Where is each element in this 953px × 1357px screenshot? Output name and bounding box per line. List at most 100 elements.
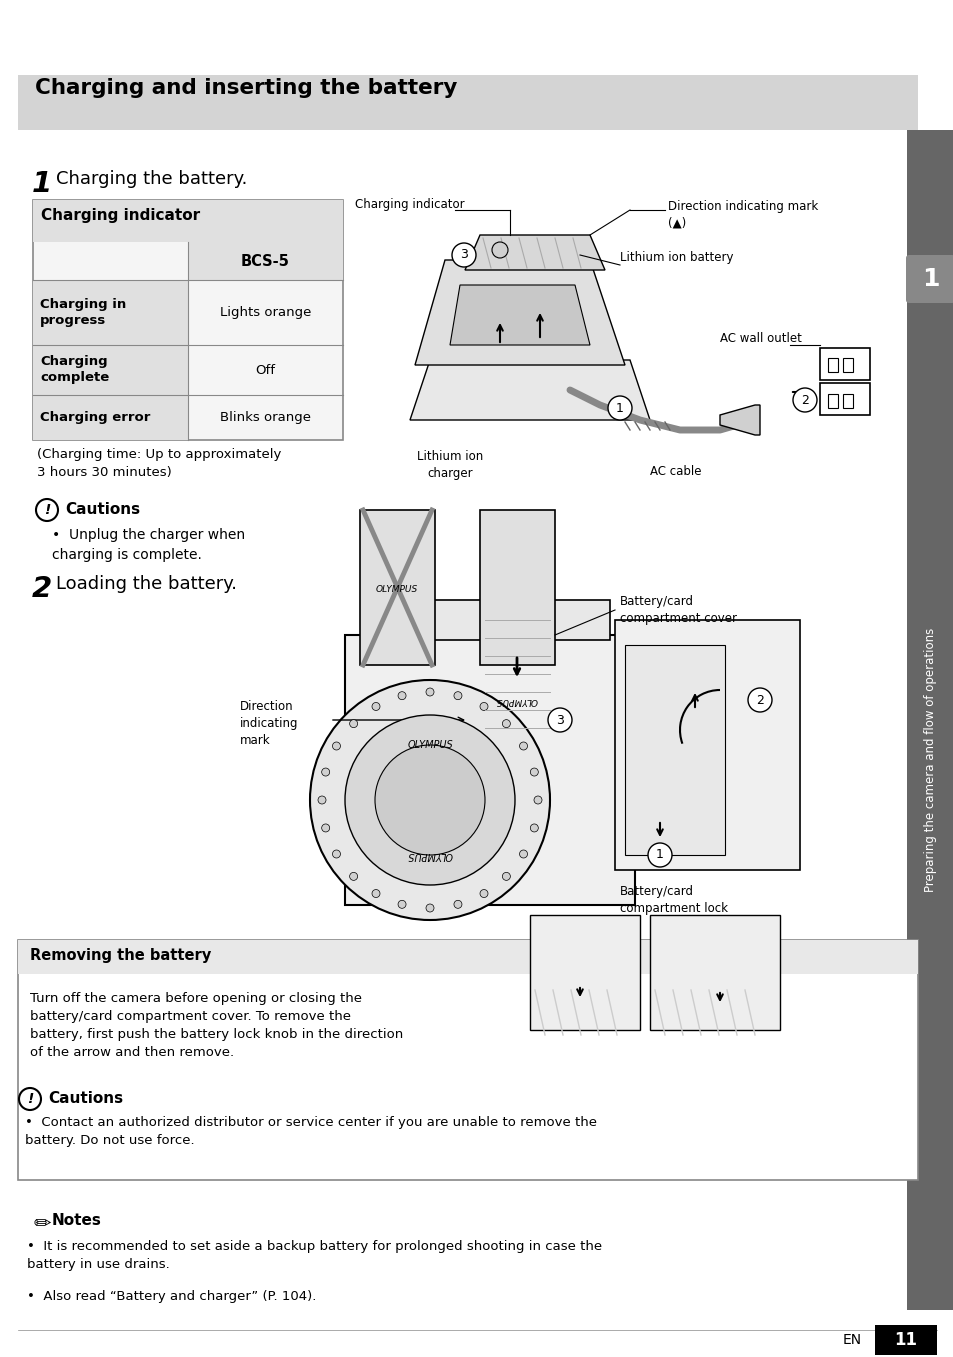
- Circle shape: [492, 242, 507, 258]
- FancyBboxPatch shape: [905, 255, 953, 303]
- Text: Charging indicator: Charging indicator: [355, 198, 464, 210]
- Bar: [33, 280, 188, 345]
- Bar: [33, 345, 188, 395]
- Text: OLYMPUS: OLYMPUS: [375, 585, 417, 594]
- Bar: [624, 645, 724, 855]
- Text: •  Unplug the charger when
charging is complete.: • Unplug the charger when charging is co…: [52, 528, 245, 562]
- Circle shape: [333, 849, 340, 858]
- Circle shape: [321, 824, 330, 832]
- Polygon shape: [415, 261, 624, 365]
- Circle shape: [397, 692, 406, 700]
- Text: EN: EN: [842, 1333, 862, 1348]
- Text: Battery/card
compartment cover: Battery/card compartment cover: [619, 594, 737, 626]
- Text: OLYMPUS: OLYMPUS: [496, 696, 537, 704]
- Text: 1: 1: [921, 267, 939, 290]
- Bar: [906, 130, 953, 1310]
- Text: Off: Off: [255, 364, 275, 376]
- Text: Loading the battery.: Loading the battery.: [56, 575, 236, 593]
- Circle shape: [426, 904, 434, 912]
- Bar: [18, 75, 917, 130]
- Bar: [33, 199, 343, 440]
- Text: BCS-5: BCS-5: [241, 254, 290, 269]
- Bar: [359, 510, 435, 665]
- Bar: [345, 635, 635, 905]
- Circle shape: [36, 499, 58, 521]
- Bar: [842, 358, 852, 372]
- Text: Charging error: Charging error: [40, 411, 151, 423]
- Text: OLYMPUS: OLYMPUS: [407, 849, 453, 860]
- Text: Cautions: Cautions: [48, 1091, 123, 1106]
- Circle shape: [479, 890, 488, 897]
- Text: !: !: [44, 503, 51, 517]
- Circle shape: [534, 797, 541, 803]
- Text: Charging indicator: Charging indicator: [41, 208, 200, 223]
- Bar: [530, 915, 639, 1030]
- Text: 3: 3: [459, 248, 468, 262]
- Text: Battery/card
compartment lock: Battery/card compartment lock: [619, 885, 727, 915]
- Circle shape: [479, 703, 488, 711]
- Circle shape: [454, 900, 461, 908]
- Bar: [842, 394, 852, 408]
- Text: Charging
complete: Charging complete: [40, 356, 110, 384]
- Circle shape: [792, 388, 816, 413]
- Text: AC wall outlet: AC wall outlet: [720, 332, 801, 345]
- Text: 1: 1: [32, 170, 52, 198]
- Circle shape: [375, 745, 484, 855]
- Bar: [33, 395, 188, 440]
- Text: AC cable: AC cable: [649, 465, 700, 478]
- Text: (Charging time: Up to approximately
3 hours 30 minutes): (Charging time: Up to approximately 3 ho…: [37, 448, 281, 479]
- Text: Direction
indicating
mark: Direction indicating mark: [240, 700, 298, 746]
- Circle shape: [502, 873, 510, 881]
- Text: Cautions: Cautions: [65, 502, 140, 517]
- Text: !: !: [27, 1092, 33, 1106]
- Text: Lithium ion battery: Lithium ion battery: [619, 251, 733, 265]
- Text: 11: 11: [894, 1331, 917, 1349]
- Text: Turn off the camera before opening or closing the
battery/card compartment cover: Turn off the camera before opening or cl…: [30, 992, 403, 1058]
- Bar: [820, 347, 869, 380]
- Text: Lights orange: Lights orange: [219, 305, 311, 319]
- Circle shape: [502, 719, 510, 727]
- Text: •  Also read “Battery and charger” (P. 104).: • Also read “Battery and charger” (P. 10…: [27, 1291, 316, 1303]
- Text: Charging in
progress: Charging in progress: [40, 299, 126, 327]
- Text: •  Contact an authorized distributor or service center if you are unable to remo: • Contact an authorized distributor or s…: [25, 1115, 597, 1147]
- Bar: [649, 915, 780, 1030]
- Text: 2: 2: [756, 693, 763, 707]
- Circle shape: [397, 900, 406, 908]
- Bar: [18, 940, 917, 974]
- Circle shape: [452, 243, 476, 267]
- Polygon shape: [464, 235, 604, 270]
- Bar: [615, 620, 800, 870]
- Text: •  It is recommended to set aside a backup battery for prolonged shooting in cas: • It is recommended to set aside a backu…: [27, 1240, 601, 1272]
- Circle shape: [321, 768, 330, 776]
- Text: 1: 1: [616, 402, 623, 414]
- Circle shape: [519, 849, 527, 858]
- Text: 1: 1: [656, 848, 663, 862]
- Circle shape: [317, 797, 326, 803]
- Text: Removing the battery: Removing the battery: [30, 949, 211, 963]
- Text: 3: 3: [556, 714, 563, 726]
- Circle shape: [519, 742, 527, 750]
- Circle shape: [310, 680, 550, 920]
- Circle shape: [530, 768, 537, 776]
- Text: Charging and inserting the battery: Charging and inserting the battery: [35, 77, 456, 98]
- Text: Preparing the camera and flow of operations: Preparing the camera and flow of operati…: [923, 628, 936, 892]
- Bar: [33, 199, 343, 242]
- Bar: [379, 600, 609, 641]
- Circle shape: [607, 396, 631, 421]
- Circle shape: [372, 703, 379, 711]
- Circle shape: [19, 1088, 41, 1110]
- Polygon shape: [450, 285, 589, 345]
- Polygon shape: [720, 404, 760, 436]
- Bar: [874, 1324, 936, 1356]
- Text: Lithium ion
charger: Lithium ion charger: [416, 451, 482, 480]
- Text: Direction indicating mark
(▲): Direction indicating mark (▲): [667, 199, 818, 229]
- Circle shape: [345, 715, 515, 885]
- Circle shape: [454, 692, 461, 700]
- Circle shape: [530, 824, 537, 832]
- Circle shape: [547, 708, 572, 731]
- Circle shape: [349, 719, 357, 727]
- Bar: [479, 510, 555, 665]
- Text: 2: 2: [32, 575, 52, 603]
- Bar: [18, 940, 917, 1181]
- Text: OLYMPUS: OLYMPUS: [407, 740, 453, 750]
